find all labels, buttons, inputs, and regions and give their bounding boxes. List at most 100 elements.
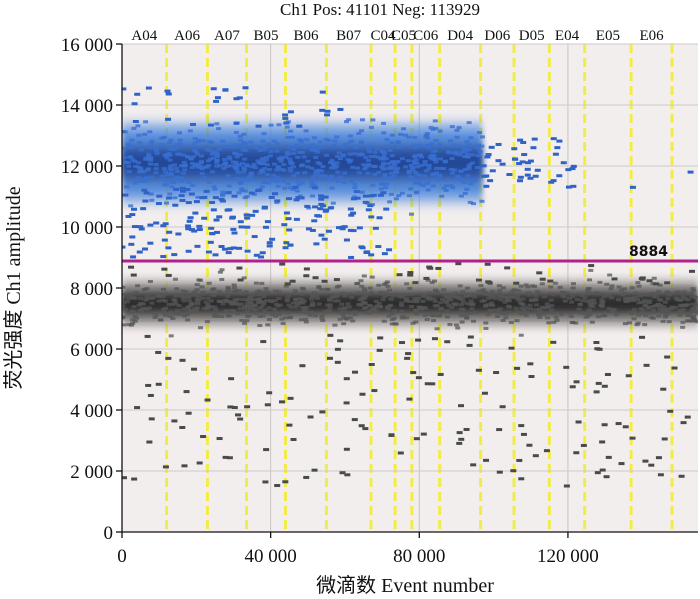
droplet-point xyxy=(563,484,570,488)
x-tick-label: 120 000 xyxy=(537,546,599,567)
droplet-point xyxy=(341,322,347,326)
droplet-point xyxy=(408,163,414,167)
droplet-point xyxy=(137,168,143,172)
droplet-point xyxy=(266,391,273,395)
droplet-point xyxy=(695,320,698,324)
droplet-point xyxy=(382,291,388,295)
droplet-point xyxy=(539,277,546,281)
y-tick-label: 16 000 xyxy=(61,35,113,56)
droplet-point xyxy=(205,250,212,254)
droplet-point xyxy=(495,314,501,318)
droplet-point xyxy=(549,304,555,308)
droplet-point xyxy=(286,228,293,232)
droplet-point xyxy=(326,356,333,360)
droplet-point xyxy=(169,147,175,151)
droplet-point xyxy=(351,195,357,199)
droplet-point xyxy=(130,273,137,277)
droplet-point xyxy=(271,307,277,311)
droplet-point xyxy=(366,145,372,149)
droplet-point xyxy=(420,432,427,436)
droplet-point xyxy=(135,176,141,180)
droplet-point xyxy=(547,311,553,315)
droplet-point xyxy=(556,139,563,143)
droplet-point xyxy=(193,200,200,204)
droplet-point xyxy=(173,312,179,316)
droplet-point xyxy=(221,247,228,251)
droplet-point xyxy=(289,279,296,283)
droplet-point xyxy=(312,205,319,209)
droplet-point xyxy=(548,298,554,302)
droplet-point xyxy=(337,107,344,111)
droplet-point xyxy=(587,291,593,295)
droplet-point xyxy=(457,144,463,148)
droplet-point xyxy=(214,164,220,168)
droplet-point xyxy=(475,154,481,158)
droplet-point xyxy=(459,314,465,318)
droplet-point xyxy=(147,279,153,283)
droplet-point xyxy=(347,134,353,138)
droplet-point xyxy=(205,304,211,308)
droplet-point xyxy=(516,162,523,166)
droplet-point xyxy=(332,299,338,303)
droplet-point xyxy=(350,319,356,323)
droplet-point xyxy=(480,164,487,168)
well-label: E06 xyxy=(639,28,664,44)
droplet-point xyxy=(388,433,395,437)
droplet-point xyxy=(464,152,470,156)
droplet-point xyxy=(333,278,340,282)
droplet-point xyxy=(274,200,280,204)
droplet-point xyxy=(174,142,180,146)
droplet-point xyxy=(376,301,382,305)
droplet-point xyxy=(299,181,305,185)
droplet-point xyxy=(661,308,667,312)
droplet-point xyxy=(341,314,347,318)
droplet-point xyxy=(179,186,186,190)
droplet-point xyxy=(211,185,217,189)
droplet-point xyxy=(660,319,666,323)
droplet-point xyxy=(196,295,202,299)
droplet-point xyxy=(588,264,595,268)
droplet-point xyxy=(280,310,286,314)
droplet-point xyxy=(269,300,275,304)
droplet-point xyxy=(388,297,394,301)
droplet-point xyxy=(233,160,239,164)
droplet-point xyxy=(162,465,169,469)
droplet-point xyxy=(257,300,263,304)
droplet-point xyxy=(575,420,582,424)
droplet-point xyxy=(366,164,372,168)
droplet-point xyxy=(168,164,174,168)
droplet-point xyxy=(352,310,358,314)
droplet-point xyxy=(224,164,230,168)
droplet-point xyxy=(244,164,250,168)
droplet-point xyxy=(213,218,220,222)
droplet-point xyxy=(453,150,459,154)
droplet-point xyxy=(382,173,388,177)
droplet-point xyxy=(434,327,440,331)
droplet-point xyxy=(200,139,206,143)
droplet-point xyxy=(500,312,506,316)
droplet-point xyxy=(212,305,218,309)
droplet-point xyxy=(233,121,240,125)
droplet-point xyxy=(362,200,369,204)
droplet-point xyxy=(431,157,437,161)
droplet-point xyxy=(430,150,436,154)
droplet-point xyxy=(441,167,447,171)
droplet-point xyxy=(424,382,431,386)
droplet-point xyxy=(386,307,392,311)
droplet-point xyxy=(143,191,150,195)
droplet-point xyxy=(463,427,470,431)
droplet-point xyxy=(467,293,473,297)
droplet-point xyxy=(523,306,529,310)
droplet-point xyxy=(689,291,695,295)
droplet-point xyxy=(406,135,412,139)
well-label: B05 xyxy=(253,28,278,44)
droplet-point xyxy=(327,303,333,307)
droplet-point xyxy=(355,282,361,286)
droplet-point xyxy=(436,314,442,318)
droplet-point xyxy=(256,188,263,192)
droplet-point xyxy=(343,447,350,451)
droplet-point xyxy=(147,223,154,227)
droplet-point xyxy=(181,160,187,164)
droplet-point xyxy=(178,164,184,168)
droplet-point xyxy=(268,123,274,127)
